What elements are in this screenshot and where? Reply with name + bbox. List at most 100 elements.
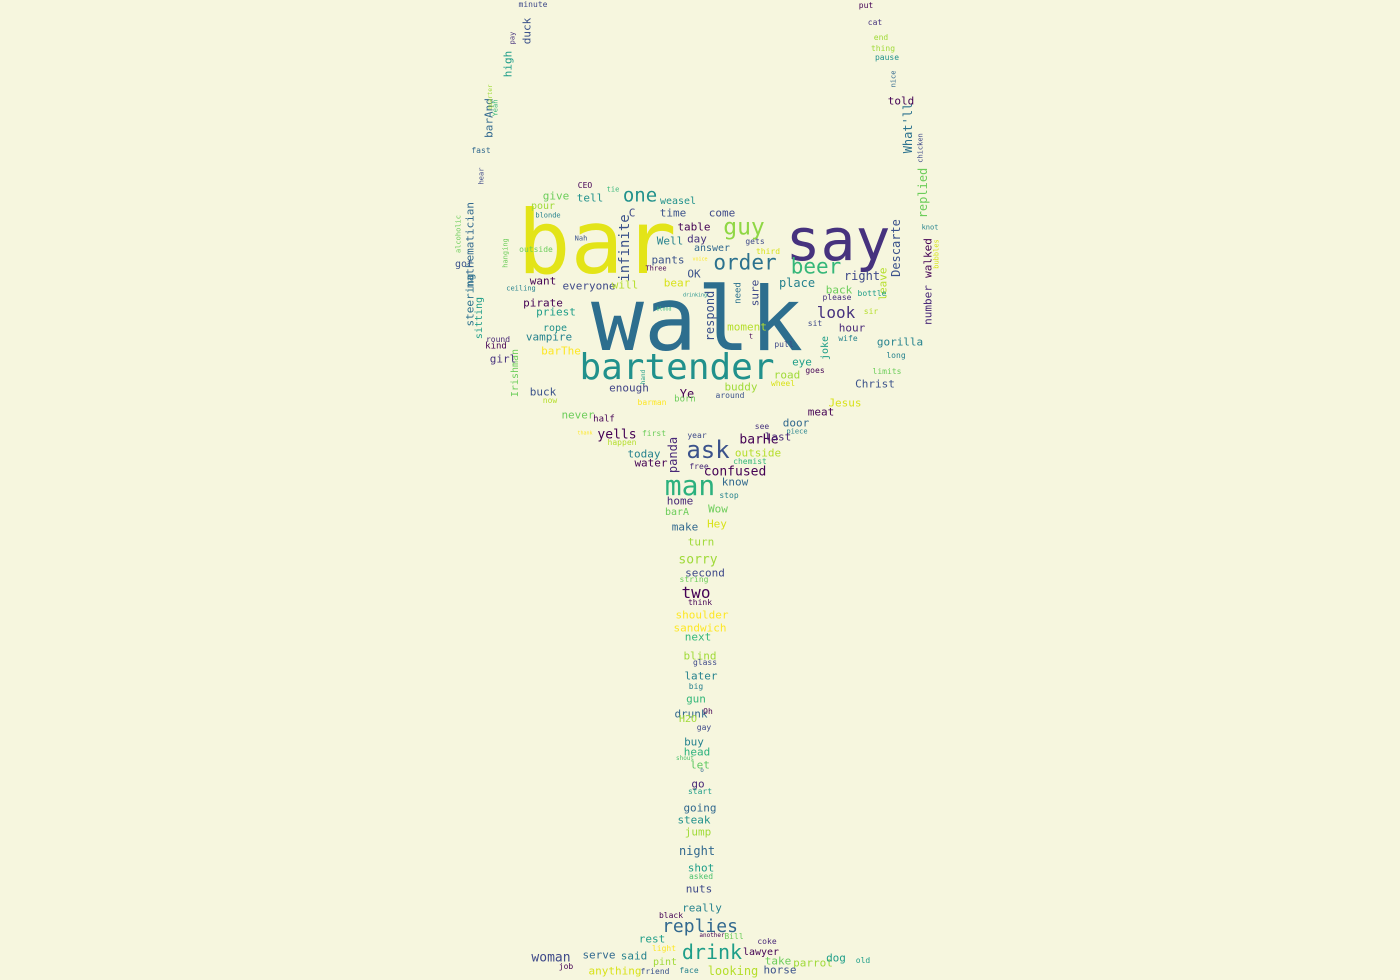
cloud-word: glass bbox=[692, 658, 718, 667]
cloud-word: think bbox=[687, 598, 713, 607]
cloud-word: job bbox=[558, 962, 574, 971]
cloud-word: need bbox=[733, 282, 744, 304]
cloud-word: will bbox=[611, 278, 639, 292]
cloud-word: pint bbox=[652, 957, 678, 968]
cloud-word: string bbox=[679, 575, 709, 584]
cloud-word: sandwich bbox=[673, 621, 727, 635]
cloud-word: shout bbox=[675, 755, 695, 762]
cloud-word: walk bbox=[591, 268, 803, 371]
cloud-word: last bbox=[764, 430, 792, 444]
cloud-word: born bbox=[674, 394, 696, 405]
cloud-word: buck bbox=[529, 385, 557, 399]
cloud-word: OK bbox=[687, 267, 701, 281]
cloud-word: man bbox=[664, 469, 716, 502]
cloud-word: outside bbox=[734, 446, 782, 460]
cloud-word: cat bbox=[867, 18, 883, 27]
cloud-word: turn bbox=[687, 535, 715, 549]
cloud-word: replied bbox=[916, 167, 930, 219]
cloud-word: come bbox=[708, 206, 736, 220]
cloud-word: shot bbox=[687, 861, 715, 875]
cloud-word: horse bbox=[763, 963, 797, 977]
cloud-word: drunk bbox=[674, 707, 708, 721]
cloud-word: sir bbox=[863, 307, 879, 316]
cloud-word: now bbox=[542, 396, 558, 405]
cloud-word: Nah bbox=[574, 234, 588, 243]
cloud-word: wheel bbox=[770, 379, 796, 388]
cloud-word: bottle bbox=[857, 289, 887, 298]
cloud-word: Ye bbox=[679, 387, 695, 401]
cloud-word: pull bbox=[774, 340, 794, 349]
cloud-word: gay bbox=[696, 723, 712, 732]
cloud-word: go bbox=[691, 777, 705, 791]
cloud-word: pirate bbox=[523, 296, 563, 310]
cloud-word: year bbox=[687, 431, 707, 440]
cloud-word: H2O bbox=[678, 714, 698, 725]
cloud-word: blind bbox=[683, 649, 717, 663]
cloud-word: everyone bbox=[562, 279, 616, 293]
cloud-word: buddy bbox=[724, 380, 758, 394]
cloud-word: night bbox=[678, 844, 716, 858]
cloud-word: stop bbox=[719, 491, 739, 500]
cloud-word: barA bbox=[664, 507, 690, 518]
cloud-word: black bbox=[658, 911, 684, 920]
cloud-word: girl bbox=[489, 352, 517, 366]
cloud-word: tie bbox=[606, 185, 620, 194]
cloud-word: sit bbox=[807, 319, 823, 328]
cloud-word: woman bbox=[531, 950, 571, 966]
cloud-word: duck bbox=[520, 17, 534, 45]
cloud-word: first bbox=[641, 429, 667, 438]
cloud-word: asked bbox=[688, 872, 714, 881]
cloud-word: knot bbox=[921, 223, 939, 232]
cloud-word: pants bbox=[651, 253, 685, 267]
cloud-word: time bbox=[659, 206, 687, 220]
cloud-word: door bbox=[782, 416, 810, 430]
cloud-word: place bbox=[778, 276, 816, 290]
cloud-word: limits bbox=[872, 367, 902, 376]
cloud-word: bear bbox=[663, 276, 691, 290]
cloud-word: old bbox=[855, 956, 871, 965]
cloud-word: let bbox=[690, 758, 710, 772]
cloud-word: lawyer bbox=[742, 947, 780, 958]
cloud-word: second bbox=[685, 566, 725, 580]
cloud-word: eye bbox=[792, 355, 812, 369]
cloud-word: bar bbox=[517, 191, 677, 294]
cloud-word: meat bbox=[807, 405, 835, 419]
cloud-word: yells bbox=[597, 427, 637, 443]
cloud-word: order bbox=[713, 250, 777, 275]
cloud-word: enough bbox=[609, 381, 649, 395]
cloud-word: quarter bbox=[487, 84, 494, 110]
cloud-word: tell bbox=[576, 191, 604, 205]
cloud-word: CEO bbox=[577, 181, 593, 190]
cloud-word: coke bbox=[757, 937, 777, 946]
cloud-word: goes bbox=[805, 366, 825, 375]
cloud-word: round bbox=[485, 335, 511, 344]
cloud-word: rest bbox=[638, 932, 666, 946]
cloud-word: third bbox=[755, 247, 781, 256]
cloud-word: said bbox=[620, 949, 648, 963]
cloud-word: kind bbox=[485, 341, 507, 352]
cloud-word: light bbox=[651, 944, 677, 953]
cloud-word: weasel bbox=[659, 196, 697, 207]
cloud-word: give bbox=[542, 189, 570, 203]
cloud-word: want bbox=[529, 274, 557, 288]
cloud-word: sorry bbox=[678, 552, 718, 568]
cloud-word: going bbox=[683, 801, 717, 815]
cloud-word: bartender bbox=[579, 347, 775, 388]
cloud-word: make bbox=[671, 520, 699, 534]
cloud-word: gorilla bbox=[876, 335, 924, 349]
cloud-word: Oh bbox=[703, 707, 713, 716]
cloud-word: see bbox=[754, 422, 770, 431]
cloud-word: blood bbox=[656, 306, 672, 313]
cloud-word: next bbox=[684, 630, 712, 644]
cloud-word: Jesus bbox=[828, 396, 862, 410]
cloud-word: hear bbox=[477, 167, 486, 185]
cloud-word: sure bbox=[748, 279, 762, 307]
cloud-word: pay bbox=[508, 31, 517, 45]
cloud-word: big bbox=[688, 682, 704, 691]
cloud-word: say bbox=[785, 206, 891, 274]
cloud-word: half bbox=[593, 414, 615, 425]
cloud-word: thank bbox=[577, 430, 593, 437]
cloud-word: end bbox=[873, 33, 889, 42]
cloud-word: two bbox=[681, 583, 711, 602]
cloud-word: told bbox=[887, 94, 915, 108]
